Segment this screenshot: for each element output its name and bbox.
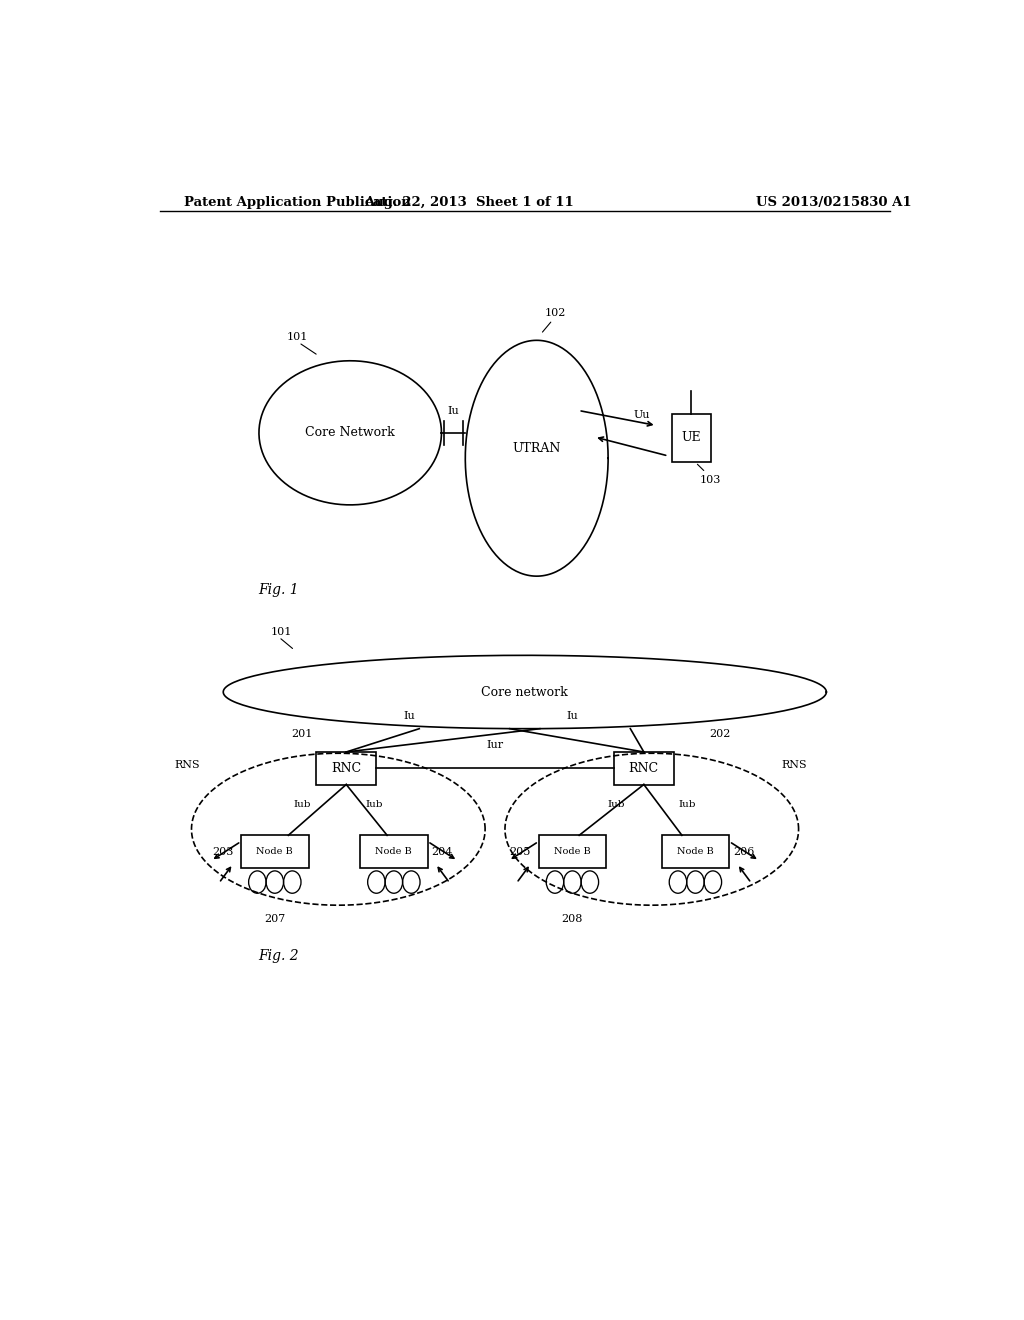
Text: RNS: RNS	[781, 760, 808, 771]
Text: 203: 203	[212, 846, 233, 857]
Text: 208: 208	[562, 913, 583, 924]
Text: Node B: Node B	[376, 847, 413, 857]
Text: 205: 205	[509, 846, 530, 857]
Text: 206: 206	[733, 846, 755, 857]
Text: 201: 201	[291, 729, 312, 739]
Text: Iub: Iub	[607, 800, 625, 809]
Text: Patent Application Publication: Patent Application Publication	[183, 195, 411, 209]
Text: Iu: Iu	[566, 711, 579, 722]
Text: RNC: RNC	[331, 762, 361, 775]
Text: 103: 103	[699, 474, 721, 484]
Text: 202: 202	[710, 729, 731, 739]
Bar	[539, 836, 606, 867]
Text: Core network: Core network	[481, 685, 568, 698]
Text: Iub: Iub	[366, 800, 383, 809]
Text: Node B: Node B	[554, 847, 591, 857]
Bar	[316, 752, 376, 784]
Bar	[241, 836, 308, 867]
Text: Node B: Node B	[256, 847, 293, 857]
Text: Iu: Iu	[403, 711, 416, 722]
Bar	[360, 836, 428, 867]
Text: Uu: Uu	[634, 409, 650, 420]
Text: Fig. 1: Fig. 1	[258, 583, 299, 598]
Bar	[614, 752, 674, 784]
Text: RNC: RNC	[629, 762, 658, 775]
Text: 101: 101	[287, 333, 308, 342]
Text: Iub: Iub	[679, 800, 696, 809]
Text: Iu: Iu	[447, 405, 459, 416]
Text: 101: 101	[270, 627, 292, 638]
Text: UE: UE	[682, 432, 701, 445]
Text: Iur: Iur	[486, 741, 503, 750]
Bar	[673, 413, 711, 462]
Text: 102: 102	[545, 308, 566, 318]
Text: Aug. 22, 2013  Sheet 1 of 11: Aug. 22, 2013 Sheet 1 of 11	[365, 195, 574, 209]
Text: RNS: RNS	[175, 760, 201, 771]
Text: Node B: Node B	[677, 847, 714, 857]
Text: Core Network: Core Network	[305, 426, 395, 440]
Text: US 2013/0215830 A1: US 2013/0215830 A1	[757, 195, 912, 209]
Text: Fig. 2: Fig. 2	[258, 949, 299, 964]
Text: 207: 207	[264, 913, 286, 924]
Text: 204: 204	[431, 846, 453, 857]
Bar	[662, 836, 729, 867]
Text: UTRAN: UTRAN	[513, 442, 561, 454]
Text: Iub: Iub	[294, 800, 311, 809]
